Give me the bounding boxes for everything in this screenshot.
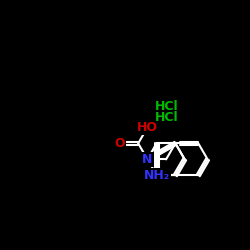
Text: N: N (142, 153, 153, 166)
Text: O: O (114, 137, 125, 150)
Text: HCl: HCl (155, 100, 179, 114)
Text: NH₂: NH₂ (144, 169, 170, 182)
Text: HO: HO (137, 121, 158, 134)
Text: HCl: HCl (155, 110, 179, 124)
